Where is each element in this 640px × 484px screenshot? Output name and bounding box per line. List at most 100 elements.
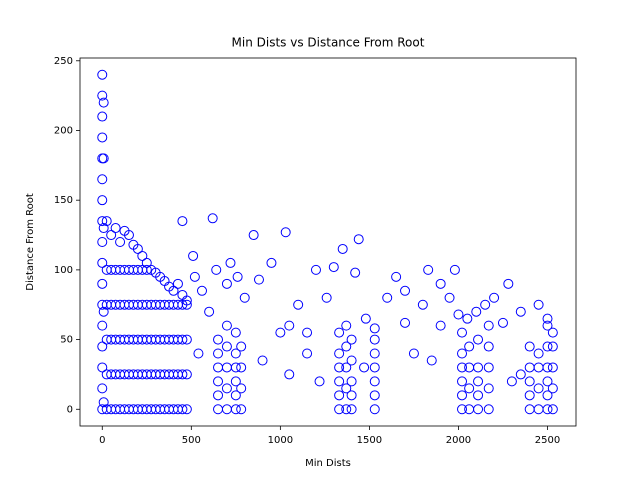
point (98, 223, 109, 234)
point (346, 404, 357, 415)
point (524, 376, 535, 387)
point (97, 237, 108, 247)
y-tick-label: 250 (54, 56, 73, 67)
point (106, 230, 117, 241)
point (177, 334, 188, 345)
point (457, 362, 468, 373)
point (369, 334, 380, 345)
point (328, 262, 339, 273)
point (457, 376, 468, 387)
point (423, 264, 434, 275)
point (515, 306, 526, 317)
point (547, 362, 558, 373)
point (181, 334, 192, 345)
point (524, 390, 535, 401)
point (168, 285, 179, 296)
point (435, 320, 446, 331)
point (204, 306, 215, 317)
point (230, 348, 241, 359)
point (334, 327, 345, 338)
point (542, 376, 553, 387)
point (181, 369, 192, 380)
point (132, 243, 143, 254)
point (483, 320, 494, 331)
point (110, 223, 121, 234)
point (225, 257, 236, 268)
point (473, 404, 484, 415)
point (483, 341, 494, 352)
x-axis-label: Min Dists (305, 458, 351, 469)
point (239, 292, 250, 303)
point (337, 243, 348, 254)
point (98, 306, 109, 317)
point (236, 341, 247, 352)
point (213, 334, 224, 345)
point (141, 264, 152, 275)
point (542, 341, 553, 352)
point (359, 362, 370, 373)
point (533, 348, 544, 359)
chart-title: Min Dists vs Distance From Root (232, 36, 425, 50)
point (350, 267, 361, 278)
y-tick-label: 50 (60, 335, 73, 346)
x-tick-label: 1000 (268, 435, 293, 446)
point (97, 257, 108, 268)
point (221, 383, 232, 394)
point (97, 90, 108, 101)
point (321, 292, 332, 303)
point (341, 341, 352, 352)
point (515, 369, 526, 380)
point (280, 227, 291, 238)
point (98, 97, 109, 108)
point (369, 404, 380, 415)
point (542, 320, 553, 331)
point (248, 230, 259, 241)
point (542, 404, 553, 415)
point (236, 404, 247, 415)
point (334, 390, 345, 401)
point (408, 348, 419, 359)
point (232, 271, 243, 282)
point (141, 257, 152, 268)
point (341, 362, 352, 373)
point (417, 299, 428, 310)
point (221, 278, 232, 289)
point (457, 390, 468, 401)
point (533, 383, 544, 394)
point (230, 376, 241, 387)
x-tick-label: 2500 (535, 435, 560, 446)
point (236, 383, 247, 394)
point (391, 271, 402, 282)
point (221, 341, 232, 352)
point (426, 355, 437, 366)
point (473, 390, 484, 401)
point (97, 341, 108, 352)
y-tick-label: 200 (54, 125, 73, 136)
point (542, 362, 553, 373)
point (97, 132, 108, 143)
point (189, 271, 200, 282)
point (547, 404, 558, 415)
point (334, 348, 345, 359)
point (533, 299, 544, 310)
plot-frame (79, 57, 577, 427)
point (284, 369, 295, 380)
point (369, 362, 380, 373)
point (473, 362, 484, 373)
point (480, 299, 491, 310)
point (346, 334, 357, 345)
point (213, 376, 224, 387)
point (177, 404, 188, 415)
point (230, 390, 241, 401)
point (453, 309, 464, 320)
point (98, 397, 109, 408)
point (181, 404, 192, 415)
point (181, 299, 192, 310)
y-tick-label: 100 (54, 265, 73, 276)
point (353, 234, 364, 245)
point (547, 383, 558, 394)
x-tick-label: 1500 (357, 435, 382, 446)
point (547, 341, 558, 352)
point (489, 292, 500, 303)
point (101, 216, 112, 227)
